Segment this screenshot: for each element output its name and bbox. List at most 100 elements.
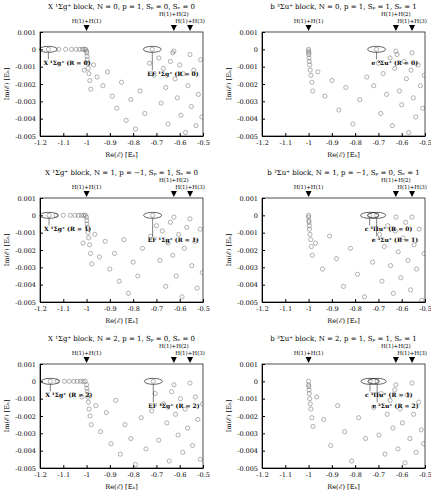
data-point — [309, 73, 313, 77]
y-tick-label: -0.002 — [15, 413, 36, 421]
panel: -1.2-1.1-1-0.9-0.8-0.7-0.6-0.50.0010-0.0… — [237, 177, 431, 313]
y-tick-mark — [262, 302, 265, 303]
y-tick: -0.003 — [15, 430, 43, 438]
data-point — [190, 443, 194, 447]
data-point — [343, 430, 347, 434]
threshold-marker — [84, 357, 90, 363]
data-point — [408, 436, 412, 440]
data-point — [313, 241, 317, 245]
y-tick-mark — [262, 364, 265, 365]
x-tick-label: -0.7 — [373, 305, 386, 313]
data-point — [89, 87, 93, 91]
x-tick-mark — [180, 133, 181, 136]
data-point — [417, 227, 421, 231]
x-axis: -1.2-1.1-1-0.9-0.8-0.7-0.6-0.5 — [256, 299, 431, 313]
y-axis: 0.0010-0.001-0.002-0.003-0.004-0.005 — [237, 361, 265, 473]
x-tick: -0.6 — [174, 133, 187, 147]
data-point — [188, 381, 192, 385]
y-tick-label: -0.002 — [237, 247, 258, 255]
data-point — [169, 390, 173, 394]
x-tick-label: -1 — [306, 471, 312, 479]
threshold-label: H(1)+H(1) — [72, 18, 102, 24]
x-tick: -0.6 — [396, 465, 409, 479]
annotation-pointer — [152, 218, 153, 236]
data-point — [188, 217, 192, 221]
y-tick-mark — [262, 233, 265, 234]
x-tick-label: -1.2 — [256, 471, 269, 479]
data-point — [140, 246, 144, 250]
data-point — [160, 229, 164, 233]
y-tick: -0.001 — [15, 63, 43, 71]
figure: -1.2-1.1-1-0.9-0.8-0.7-0.6-0.50.0010-0.0… — [0, 0, 431, 500]
data-point — [309, 238, 313, 242]
data-point — [307, 391, 311, 395]
x-tick-label: -0.6 — [174, 471, 187, 479]
data-point — [400, 421, 404, 425]
data-point — [143, 111, 147, 115]
data-point — [104, 410, 108, 414]
data-point — [93, 232, 97, 236]
y-tick-label: -0.002 — [237, 81, 258, 89]
data-point — [69, 47, 73, 51]
y-tick-label: 0.001 — [17, 195, 36, 203]
data-point — [91, 63, 95, 67]
data-point — [89, 423, 93, 427]
x-tick-label: -1.1 — [280, 471, 293, 479]
y-axis: 0.0010-0.001-0.002-0.003-0.004-0.005 — [15, 361, 43, 473]
data-point — [404, 77, 408, 81]
x-tick-mark — [425, 299, 426, 302]
data-point — [410, 51, 414, 55]
threshold-label: H(1)+H(1) — [294, 350, 324, 356]
data-point — [186, 84, 190, 88]
x-tick: -0.9 — [104, 299, 117, 313]
x-tick: -0.8 — [127, 465, 140, 479]
x-tick-label: -0.6 — [174, 139, 187, 147]
data-point — [380, 279, 384, 283]
x-tick-mark — [110, 299, 111, 302]
annotation-label: EF ¹Σg⁺ (R = 2) — [148, 402, 199, 410]
data-point — [362, 295, 366, 299]
x-tick-label: -0.9 — [104, 139, 117, 147]
data-point — [136, 274, 140, 278]
data-point — [383, 452, 387, 456]
x-tick-label: -1.2 — [34, 305, 47, 313]
data-point — [411, 96, 415, 100]
data-point — [190, 264, 194, 268]
data-point — [408, 288, 412, 292]
threshold-marker — [187, 191, 193, 197]
y-tick-mark — [262, 267, 265, 268]
x-tick-label: -0.9 — [326, 139, 339, 147]
data-point — [188, 52, 192, 56]
data-point — [311, 89, 315, 93]
threshold-label: H(1)+H(3) — [397, 350, 427, 356]
data-point — [97, 255, 101, 259]
x-axis-line — [41, 136, 204, 137]
y-tick: -0.001 — [15, 229, 43, 237]
y-tick-mark — [262, 136, 265, 137]
threshold-marker — [187, 25, 193, 31]
x-axis: -1.2-1.1-1-0.9-0.8-0.7-0.6-0.5 — [256, 465, 431, 479]
data-point — [151, 213, 155, 217]
x-axis-line — [263, 136, 426, 137]
data-point — [316, 70, 320, 74]
x-tick: -1 — [306, 133, 312, 147]
annotation-pointer — [152, 52, 153, 70]
x-tick-mark — [156, 133, 157, 136]
annotation-pointer — [376, 52, 377, 59]
data-point — [396, 250, 400, 254]
x-tick: -0.5 — [197, 299, 210, 313]
x-tick: -1.1 — [280, 299, 293, 313]
data-point — [193, 395, 197, 399]
x-tick: -0.5 — [419, 465, 431, 479]
y-tick-label: -0.002 — [237, 413, 258, 421]
data-point — [138, 89, 142, 93]
y-tick-label: -0.005 — [237, 133, 258, 141]
y-tick-mark — [40, 451, 43, 452]
threshold-marker — [171, 357, 177, 363]
y-axis: 0.0010-0.001-0.002-0.003-0.004-0.005 — [237, 29, 265, 141]
annotation-pointer — [369, 384, 370, 391]
y-tick-label: -0.004 — [237, 447, 258, 455]
y-axis-title: Im(ℰ) [Eₕ] — [3, 234, 11, 267]
annotation-label: X ¹Σg⁺ (R = 0) — [43, 59, 90, 67]
x-axis-line — [263, 468, 426, 469]
